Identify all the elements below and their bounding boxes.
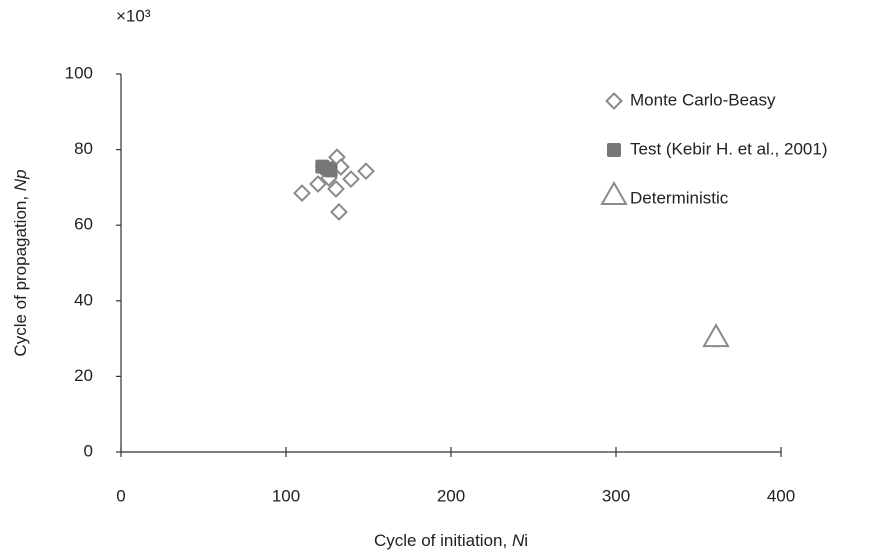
point [309, 175, 327, 193]
point [702, 323, 730, 348]
x-tick-label: 0 [116, 486, 125, 505]
y-multiplier: ×10³ [116, 6, 151, 25]
point [323, 163, 338, 178]
point [293, 184, 311, 202]
x-tick-label: 200 [437, 486, 465, 505]
point [342, 170, 360, 188]
point [330, 203, 348, 221]
y-tick-label: 80 [74, 139, 93, 158]
axis-title-part: Cycle of propagation, [11, 191, 30, 356]
axis-title-part: Cycle of initiation, [374, 531, 512, 550]
y-tick-label: 0 [84, 441, 93, 460]
y-axis-title: Cycle of propagation, Np [11, 169, 30, 356]
point [357, 162, 375, 181]
y-tick-label: 100 [65, 63, 93, 82]
y-tick-label: 40 [74, 290, 93, 309]
legend-marker [600, 180, 628, 205]
axis-title-part: Np [11, 169, 30, 191]
legend-marker [605, 92, 623, 110]
y-tick-label: 60 [74, 215, 93, 234]
legend-marker [607, 143, 621, 157]
point [327, 179, 345, 198]
axis-title-part: i [524, 531, 528, 550]
legend-label: Test (Kebir H. et al., 2001) [630, 139, 827, 158]
legend-label: Monte Carlo-Beasy [630, 90, 776, 109]
x-tick-label: 300 [602, 486, 630, 505]
x-tick-label: 400 [767, 486, 795, 505]
y-tick-label: 20 [74, 366, 93, 385]
x-axis-title: Cycle of initiation, Ni [374, 531, 528, 550]
axis-title-part: N [512, 531, 525, 550]
x-tick-label: 100 [272, 486, 300, 505]
legend-label: Deterministic [630, 188, 729, 207]
